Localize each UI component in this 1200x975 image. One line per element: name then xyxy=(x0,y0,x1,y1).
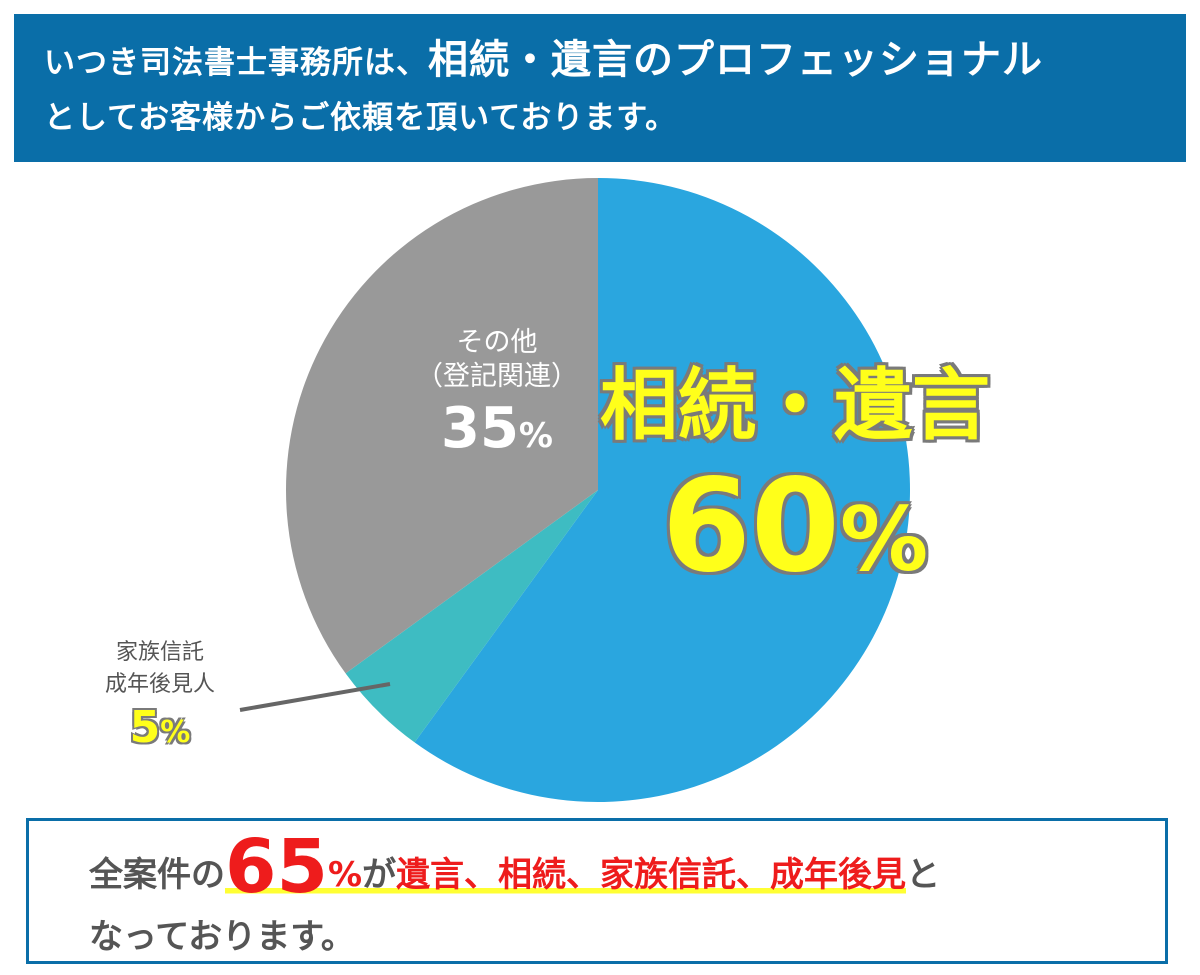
header-banner: いつき司法書士事務所は、相続・遺言のプロフェッショナル としてお客様からご依頼を… xyxy=(14,14,1186,162)
small-percent-sign: % xyxy=(160,715,191,750)
small-percent-value: 5 xyxy=(129,702,161,753)
summary-ga: が xyxy=(362,855,397,895)
summary-items: 遺言、相続、家族信託、成年後見 xyxy=(396,855,907,895)
other-label-line1: その他 xyxy=(456,327,538,358)
summary-pre: 全案件の xyxy=(89,855,225,895)
other-percent-value: 35 xyxy=(440,396,519,461)
summary-percent: % xyxy=(327,855,363,895)
other-slice-label: その他 （登記関連） 35% xyxy=(372,326,622,471)
main-percent: 60% xyxy=(590,452,1000,615)
main-label-title: 相続・遺言 xyxy=(599,361,990,451)
header-line-1: いつき司法書士事務所は、相続・遺言のプロフェッショナル xyxy=(44,32,1186,91)
slice-family-trust-guardianship xyxy=(345,490,598,743)
small-percent: 5% xyxy=(60,701,260,760)
small-label-line1: 家族信託 xyxy=(115,640,204,665)
other-percent: 35% xyxy=(372,394,622,471)
small-label-line2: 成年後見人 xyxy=(104,672,215,697)
main-percent-sign: % xyxy=(839,488,929,591)
summary-number: 65 xyxy=(225,824,328,910)
summary-line-2: なっております。 xyxy=(89,917,355,957)
slice-other-registration xyxy=(286,177,598,674)
summary-highlight: 65%が遺言、相続、家族信託、成年後見 xyxy=(225,827,907,907)
header-line1-emphasis: 相続・遺言のプロフェッショナル xyxy=(428,37,1043,83)
small-slice-label: 家族信託 成年後見人 5% xyxy=(60,637,260,760)
leader-line xyxy=(239,682,391,712)
slice-inheritance-wills xyxy=(414,178,910,802)
summary-post: と xyxy=(906,855,941,895)
other-percent-sign: % xyxy=(518,416,553,456)
header-line-2: としてお客様からご依頼を頂いております。 xyxy=(44,100,678,136)
summary-line-1: 全案件の65%が遺言、相続、家族信託、成年後見と xyxy=(89,827,1165,915)
header-line1-pre: いつき司法書士事務所は、 xyxy=(44,45,428,81)
other-label-line2: （登記関連） xyxy=(416,361,578,392)
main-percent-value: 60 xyxy=(661,452,840,601)
main-slice-label: 相続・遺言 60% xyxy=(590,360,1000,615)
summary-box: 全案件の65%が遺言、相続、家族信託、成年後見と なっております。 xyxy=(26,818,1168,964)
